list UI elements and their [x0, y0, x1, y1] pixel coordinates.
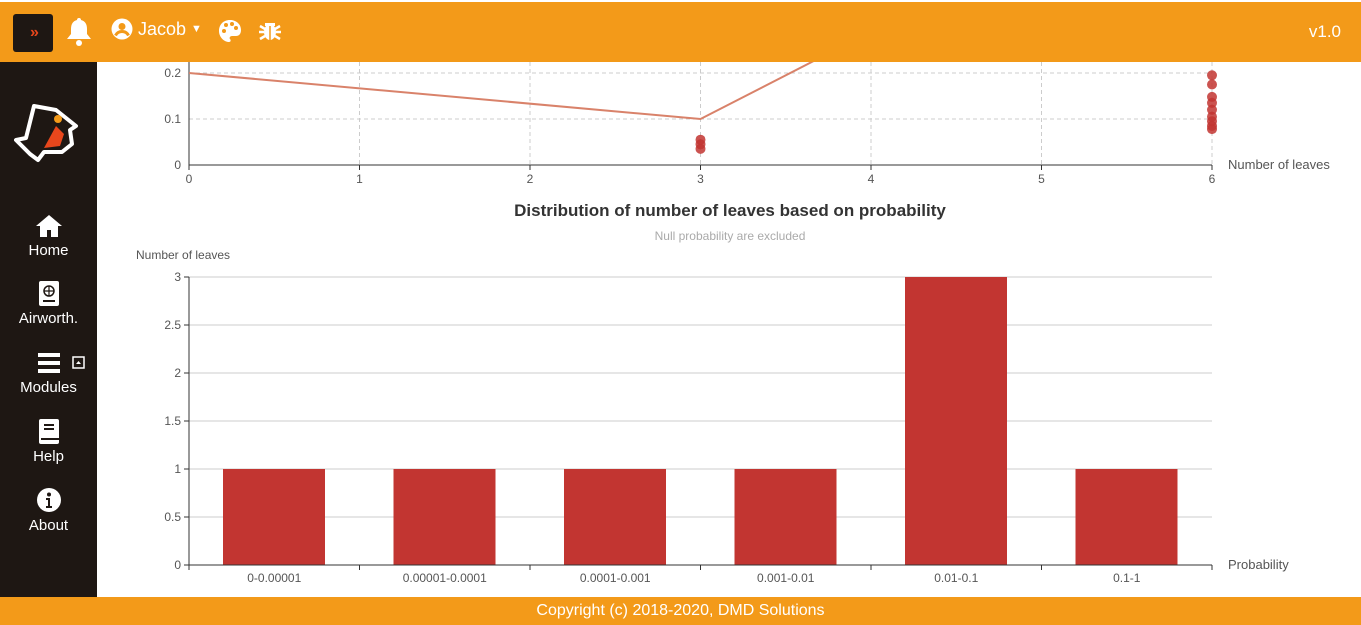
x-tick-label: 0-0.00001: [247, 571, 301, 585]
scatter-point: [1207, 70, 1217, 81]
user-menu[interactable]: Jacob ▼: [111, 18, 202, 40]
y-tick-label: 0.2: [164, 66, 181, 80]
x-tick-label: 2: [527, 172, 534, 186]
x-tick-label: 3: [697, 172, 704, 186]
sidebar-toggle-button[interactable]: »: [13, 14, 53, 52]
version-label: v1.0: [1308, 22, 1341, 41]
x-tick-label: 0.001-0.01: [757, 571, 815, 585]
bar: [1075, 469, 1178, 565]
sidebar-item-modules[interactable]: Modules: [0, 349, 97, 396]
y-tick-label: 0: [174, 158, 181, 172]
home-icon: [35, 215, 62, 237]
sidebar-item-label: Airworth.: [18, 310, 79, 327]
scatter-point: [1207, 124, 1217, 135]
bars-icon: [37, 353, 60, 373]
sidebar-item-home[interactable]: Home: [0, 212, 97, 259]
top-bar: » Jacob ▼ v1.0: [0, 0, 1361, 62]
sidebar-item-label: Help: [33, 448, 64, 465]
scatter-point: [1207, 97, 1217, 108]
sidebar-item-airworth[interactable]: Airworth.: [0, 280, 97, 327]
y-tick-label: 0: [174, 558, 181, 572]
y-tick-label: 3: [174, 270, 181, 284]
x-tick-label: 0.0001-0.001: [580, 571, 651, 585]
bar: [223, 469, 325, 565]
charts-area: 0 1 2 3 4 5 6 0 0.1 0.2 Distribution of number of…: [136, 62, 1330, 585]
scatter-chart: 0 1 2 3 4 5 6 0 0.1 0.2: [164, 62, 1217, 186]
bar-chart-y-label: Number of leaves: [136, 248, 230, 262]
bug-icon[interactable]: [258, 18, 282, 47]
sidebar-item-label: Modules: [20, 379, 77, 396]
y-tick-label: 0.5: [164, 510, 181, 524]
x-tick-label: 0: [186, 172, 193, 186]
scatter-chart-x-label: Number of leaves: [1228, 157, 1330, 172]
y-tick-label: 0.1: [164, 112, 181, 126]
app-logo: [14, 100, 80, 169]
x-tick-label: 4: [868, 172, 875, 186]
bar-chart-title: Distribution of number of leaves based o…: [514, 201, 946, 220]
bar: [393, 469, 496, 565]
y-tick-label: 1.5: [164, 414, 181, 428]
sidebar-item-label: Home: [28, 242, 69, 259]
bar: [734, 469, 837, 565]
bar-chart-x-label: Probability: [1228, 557, 1289, 572]
x-tick-label: 6: [1209, 172, 1216, 186]
bar-chart: 0 0.5 1 1.5 2 2.5 3 0-0.00001 0.00001-0.0001 0.00…: [164, 270, 1213, 585]
scatter-point: [695, 134, 706, 145]
footer: Copyright (c) 2018-2020, DMD Solutions: [0, 597, 1361, 625]
series-line: [189, 62, 814, 121]
y-tick-label: 1: [174, 462, 181, 476]
bar: [564, 469, 666, 565]
bar-chart-subtitle: Null probability are excluded: [655, 229, 806, 243]
scatter-point: [1207, 79, 1217, 90]
scatter-point: [1207, 104, 1217, 115]
sidebar: Home Airworth. Modules Help About: [0, 62, 97, 597]
y-tick-label: 2.5: [164, 318, 181, 332]
sidebar-item-about[interactable]: About: [0, 487, 97, 534]
caret-down-icon: ▼: [191, 23, 202, 35]
x-tick-label: 0.01-0.1: [934, 571, 978, 585]
bell-icon[interactable]: [65, 16, 93, 53]
copyright-text: Copyright (c) 2018-2020, DMD Solutions: [536, 602, 825, 619]
book-icon: [38, 419, 59, 444]
sidebar-item-label: About: [28, 517, 69, 534]
user-circle-icon: [111, 18, 133, 40]
info-circle-icon: [36, 488, 61, 512]
passport-book-icon: [38, 281, 59, 306]
palette-icon[interactable]: [218, 19, 242, 48]
user-name: Jacob: [138, 18, 187, 39]
x-tick-label: 0.00001-0.0001: [403, 571, 487, 585]
x-tick-label: 1: [356, 172, 363, 186]
bar: [905, 277, 1007, 565]
double-chevron-right-icon: »: [30, 24, 39, 41]
x-tick-label: 5: [1038, 172, 1045, 186]
expand-toggle-icon[interactable]: [72, 356, 85, 369]
y-tick-label: 2: [174, 366, 181, 380]
x-tick-label: 0.1-1: [1113, 571, 1141, 585]
sidebar-item-help[interactable]: Help: [0, 418, 97, 465]
